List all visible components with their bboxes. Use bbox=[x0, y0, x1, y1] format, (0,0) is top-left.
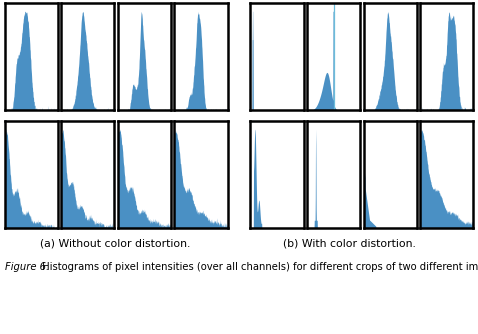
Text: Figure 6.: Figure 6. bbox=[5, 262, 49, 272]
Text: (a) Without color distortion.: (a) Without color distortion. bbox=[40, 238, 190, 248]
Text: (b) With color distortion.: (b) With color distortion. bbox=[282, 238, 415, 248]
Text: Histograms of pixel intensities (over all channels) for different crops of two d: Histograms of pixel intensities (over al… bbox=[39, 262, 478, 272]
